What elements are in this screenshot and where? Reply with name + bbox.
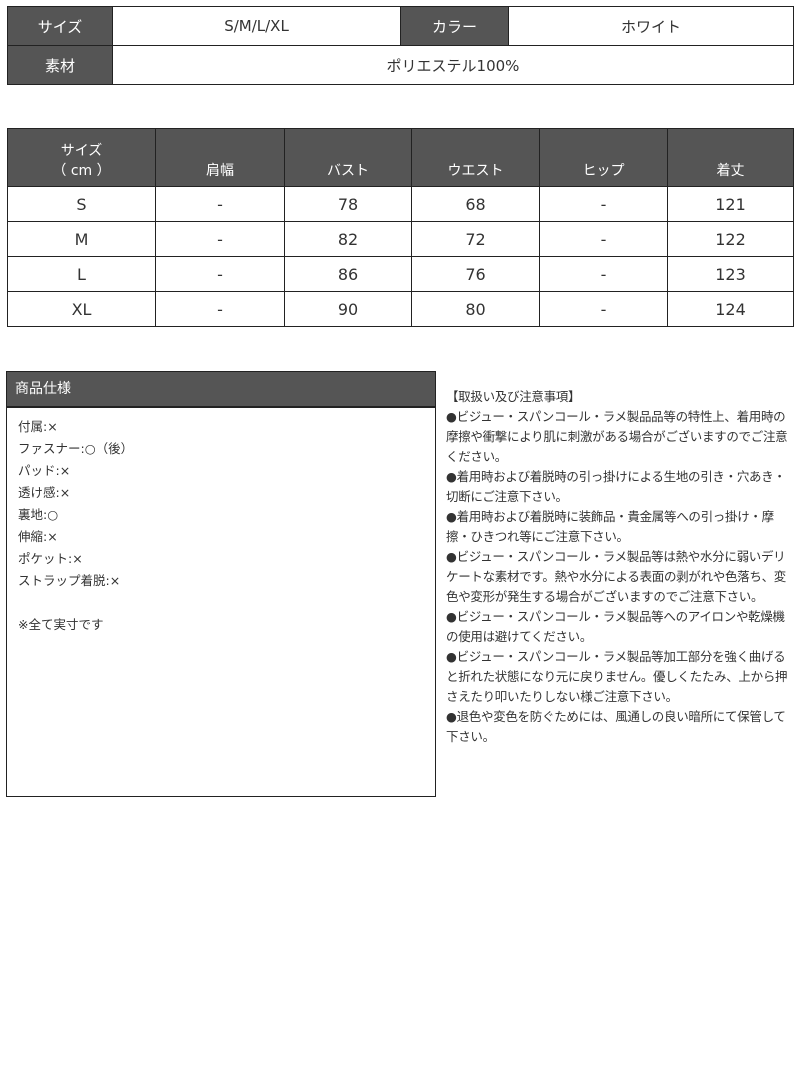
spec-panel: 商品仕様 付属:× ファスナー:○（後） パッド:× 透け感:× 裏地:○ 伸縮:× ポケッ… [6, 371, 436, 797]
care-notes: 【取扱い及び注意事項】 ●ビジュー・スパンコール・ラメ製品品等の特性上、着用時の… [446, 387, 796, 747]
size-table: サイズ（ cm ） 肩幅 バスト ウエスト ヒップ 着丈 S -78 68-121 M… [7, 128, 794, 327]
spec-title: 商品仕様 [7, 372, 435, 408]
table-cell: 76 [411, 256, 540, 292]
material-label: 素材 [7, 45, 113, 85]
spec-item: 付属:× [18, 419, 58, 434]
table-cell: 90 [284, 291, 412, 327]
notes-title: 【取扱い及び注意事項】 [446, 389, 581, 404]
column-header: 肩幅 [155, 128, 285, 187]
spec-item: ポケット:× [18, 551, 83, 566]
size-header: サイズ （ cm ） [7, 128, 156, 187]
note-item: ●着用時および着脱時の引っ掛けによる生地の引き・穴あき・切断にご注意下さい。 [446, 469, 786, 504]
material-value: ポリエステル100% [112, 45, 794, 85]
note-item: ●退色や変色を防ぐためには、風通しの良い暗所にて保管して下さい。 [446, 709, 786, 744]
color-value: ホワイト [508, 6, 794, 46]
column-header: ヒップ [539, 128, 668, 187]
column-header: ウエスト [411, 128, 540, 187]
size-label: サイズ [7, 6, 113, 46]
table-row: M -82 72-122 [7, 221, 794, 257]
spec-item: ※全て実寸です [18, 617, 104, 632]
size-header-line2: （ cm ） [52, 163, 111, 179]
spec-item: 裏地:○ [18, 507, 59, 522]
size-value: S/M/L/XL [112, 6, 401, 46]
table-cell: 72 [411, 221, 540, 257]
color-label: カラー [400, 6, 509, 46]
table-cell: 122 [667, 221, 794, 257]
column-header: バスト [284, 128, 412, 187]
table-cell: 123 [667, 256, 794, 292]
size-header-line1: サイズ [60, 143, 103, 159]
spec-item: ファスナー:○（後） [18, 441, 134, 456]
spec-item [18, 592, 435, 614]
summary-table: サイズ S/M/L/XL カラー ホワイト 素材 ポリエステル100% [7, 6, 794, 85]
table-cell: - [539, 221, 668, 257]
note-item: ●ビジュー・スパンコール・ラメ製品等は熱や水分に弱いデリケートな素材です。熱や水… [446, 549, 786, 604]
spec-item: パッド:× [18, 463, 71, 478]
table-cell: - [539, 291, 668, 327]
table-cell: - [155, 291, 285, 327]
column-header: 着丈 [667, 128, 794, 187]
note-item: ●着用時および着脱時に装飾品・貴金属等への引っ掛け・摩擦・ひきつれ等にご注意下さ… [446, 509, 774, 544]
table-cell: 68 [411, 186, 540, 222]
note-item: ●ビジュー・スパンコール・ラメ製品等加工部分を強く曲げると折れた状態になり元に戻… [446, 649, 788, 704]
table-cell: 78 [284, 186, 412, 222]
table-cell: 86 [284, 256, 412, 292]
table-cell: 124 [667, 291, 794, 327]
spec-item: 透け感:× [18, 485, 71, 500]
spec-item: 伸縮:× [18, 529, 58, 544]
table-cell: L [7, 256, 156, 292]
table-cell: S [7, 186, 156, 222]
table-row: L -86 76-123 [7, 256, 794, 292]
table-cell: 80 [411, 291, 540, 327]
table-cell: 82 [284, 221, 412, 257]
table-cell: - [539, 186, 668, 222]
table-cell: - [155, 256, 285, 292]
spec-list: 付属:× ファスナー:○（後） パッド:× 透け感:× 裏地:○ 伸縮:× ポケット:× スト… [18, 416, 435, 636]
table-row: XL -90 80-124 [7, 291, 794, 327]
table-cell: M [7, 221, 156, 257]
table-cell: - [155, 186, 285, 222]
table-cell: - [539, 256, 668, 292]
note-item: ●ビジュー・スパンコール・ラメ製品品等の特性上、着用時の摩擦や衝撃により肌に刺激… [446, 409, 788, 464]
table-cell: 121 [667, 186, 794, 222]
table-cell: XL [7, 291, 156, 327]
table-row: S -78 68-121 [7, 186, 794, 222]
table-cell: - [155, 221, 285, 257]
note-item: ●ビジュー・スパンコール・ラメ製品等へのアイロンや乾燥機の使用は避けてください。 [446, 609, 785, 644]
spec-item: ストラップ着脱:× [18, 573, 121, 588]
